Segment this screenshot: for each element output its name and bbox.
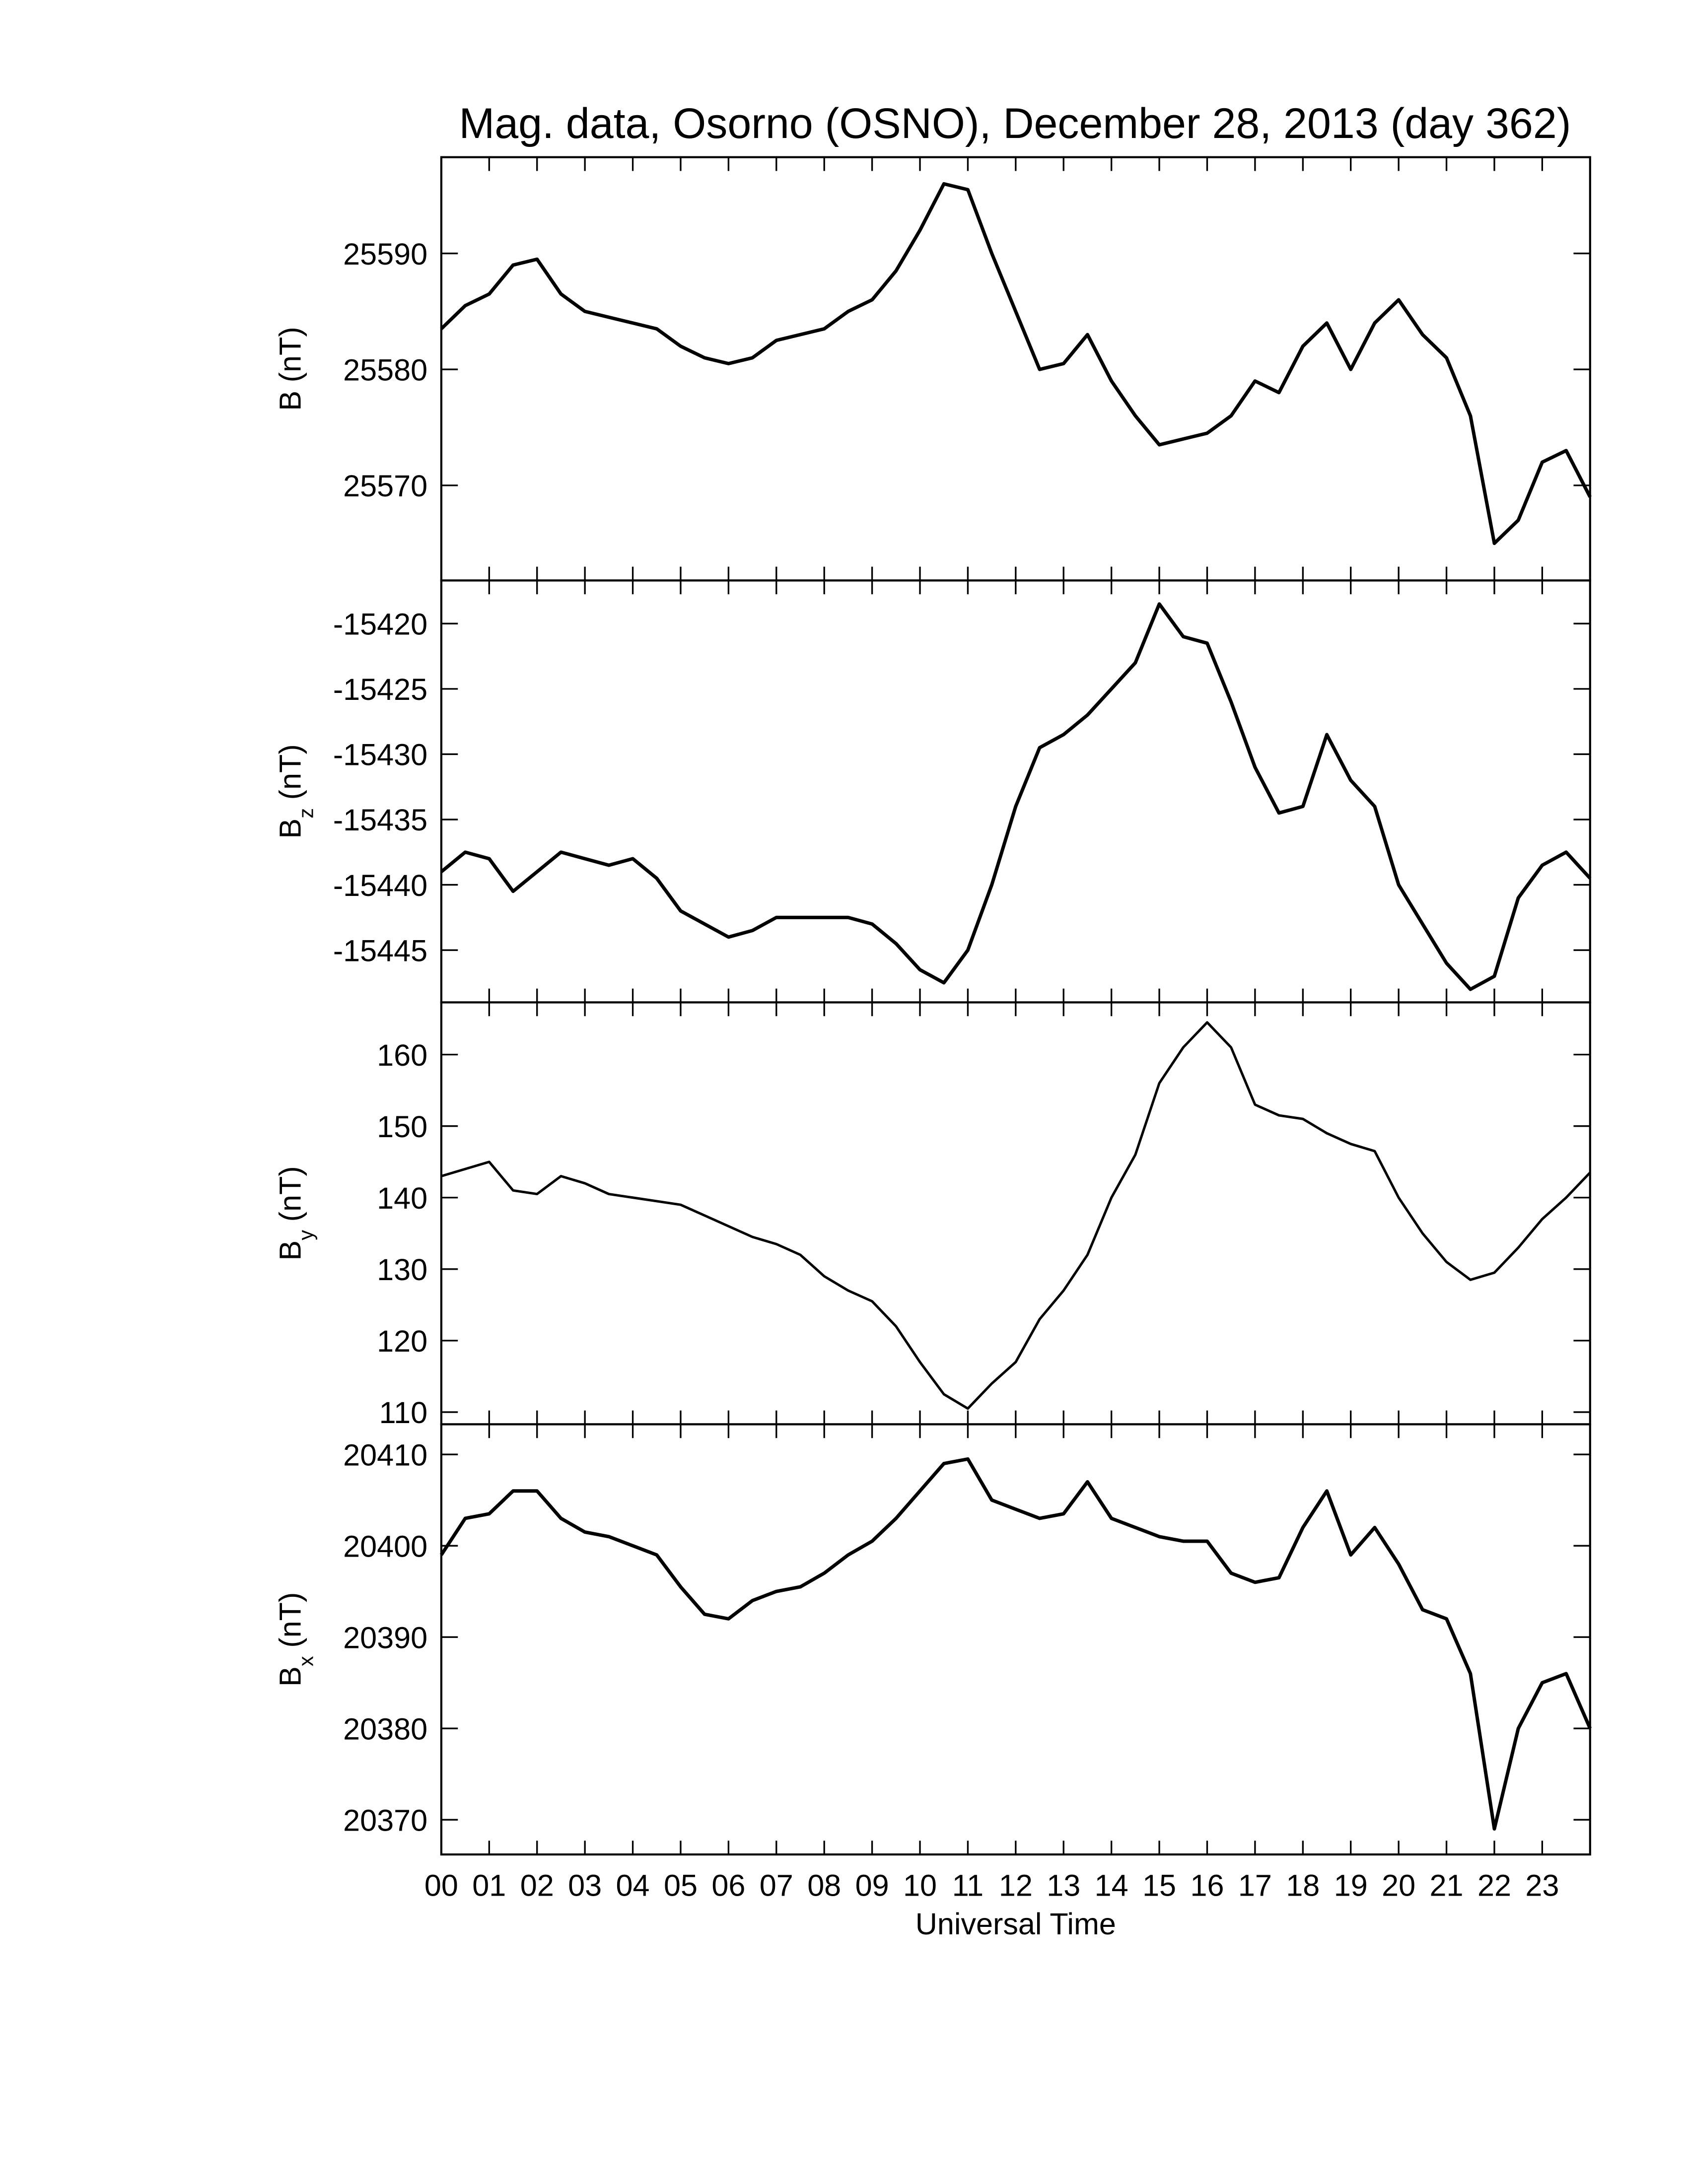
x-tick-label: 23	[1525, 1868, 1559, 1902]
x-tick-label: 13	[1047, 1868, 1080, 1902]
y-axis-label: B (nT)	[274, 327, 307, 410]
y-tick-label: 160	[377, 1038, 427, 1072]
y-tick-label: -15425	[333, 673, 427, 706]
x-tick-label: 11	[952, 1868, 984, 1902]
x-tick-label: 08	[807, 1868, 841, 1902]
y-tick-label: 140	[377, 1181, 427, 1215]
x-tick-label: 12	[999, 1868, 1033, 1902]
y-tick-label: 20400	[343, 1529, 427, 1563]
x-tick-label: 19	[1334, 1868, 1368, 1902]
y-label-unit: (nT)	[274, 1166, 307, 1222]
y-tick-label: -15430	[333, 738, 427, 772]
y-label-sub: y	[294, 1230, 318, 1240]
y-tick-label: 120	[377, 1324, 427, 1358]
y-tick-label: 20370	[343, 1803, 427, 1837]
y-tick-label: 130	[377, 1253, 427, 1287]
y-label-unit: (nT)	[274, 327, 307, 382]
data-line	[441, 1021, 1591, 1410]
x-tick-label: 05	[664, 1868, 698, 1902]
y-tick-label: 110	[379, 1396, 427, 1430]
y-tick-label: 150	[377, 1110, 427, 1144]
data-line	[440, 182, 1592, 546]
y-axis-label: Bz (nT)	[274, 744, 318, 838]
plot-frame	[440, 156, 1591, 582]
y-axis-label: By (nT)	[274, 1166, 318, 1260]
plot-frame	[440, 579, 1591, 1004]
x-tick-label: 02	[520, 1868, 554, 1902]
x-tick-label: 01	[472, 1868, 506, 1902]
x-tick-label: 17	[1238, 1868, 1272, 1902]
data-line	[439, 1457, 1592, 1831]
x-tick-label: 18	[1286, 1868, 1320, 1902]
y-label-main: B	[274, 391, 307, 411]
y-label-unit: (nT)	[274, 744, 307, 800]
y-tick-label: 20380	[343, 1712, 427, 1746]
x-tick-label: 00	[424, 1868, 458, 1902]
y-tick-label: -15445	[333, 934, 427, 967]
y-tick-label: -15440	[333, 869, 427, 902]
x-tick-label: 22	[1477, 1868, 1511, 1902]
y-label-main: B	[274, 819, 307, 839]
x-tick-label: 16	[1190, 1868, 1224, 1902]
y-tick-label: 25580	[343, 353, 427, 387]
x-tick-label: 04	[616, 1868, 650, 1902]
y-tick-label: 25590	[343, 237, 427, 271]
y-tick-label: -15435	[333, 803, 427, 837]
y-tick-label: 20410	[343, 1438, 427, 1472]
x-tick-label: 10	[903, 1868, 937, 1902]
plot-frame	[440, 1423, 1591, 1856]
y-tick-label: -15420	[333, 608, 427, 641]
x-tick-label: 07	[760, 1868, 793, 1902]
y-axis-label: Bx (nT)	[274, 1592, 318, 1687]
x-tick-label: 06	[711, 1868, 745, 1902]
x-tick-label: 15	[1142, 1868, 1176, 1902]
y-label-unit: (nT)	[274, 1592, 307, 1648]
y-label-main: B	[274, 1240, 307, 1261]
y-tick-label: 25570	[343, 469, 427, 503]
y-tick-label: 20390	[343, 1621, 427, 1654]
x-tick-label: 21	[1430, 1868, 1464, 1902]
y-label-main: B	[274, 1666, 307, 1687]
x-tick-label: 03	[568, 1868, 602, 1902]
x-tick-label: 14	[1095, 1868, 1128, 1902]
data-line	[440, 602, 1592, 991]
x-tick-label: 09	[855, 1868, 889, 1902]
y-label-sub: x	[294, 1656, 318, 1666]
x-tick-label: 20	[1382, 1868, 1415, 1902]
chart-title: Mag. data, Osorno (OSNO), December 28, 2…	[459, 100, 1571, 147]
y-label-sub: z	[294, 808, 318, 819]
x-axis-label: Universal Time	[915, 1907, 1116, 1941]
